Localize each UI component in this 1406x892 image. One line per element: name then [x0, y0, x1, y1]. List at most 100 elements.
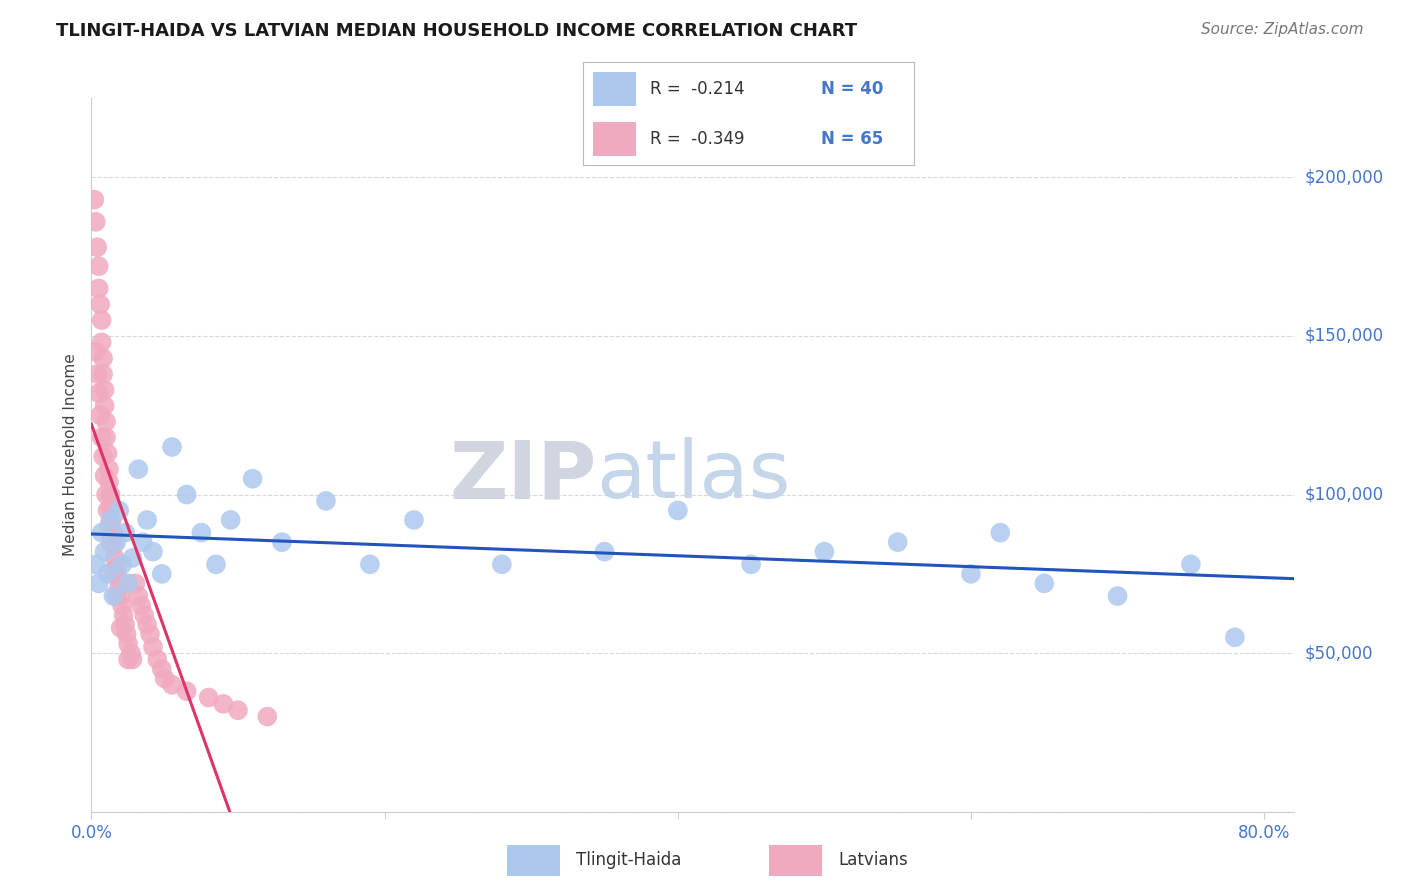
- Point: [160, 440, 183, 454]
- Point: [205, 558, 228, 572]
- Point: [491, 558, 513, 572]
- Point: [127, 589, 149, 603]
- Point: [103, 525, 125, 540]
- Point: [90, 430, 112, 444]
- Bar: [593, 71, 637, 105]
- Point: [131, 535, 153, 549]
- Point: [108, 580, 131, 594]
- Point: [98, 519, 121, 533]
- Text: $150,000: $150,000: [1305, 327, 1384, 345]
- Point: [150, 662, 173, 676]
- Text: Tlingit-Haida: Tlingit-Haida: [576, 851, 682, 870]
- Point: [98, 462, 121, 476]
- Point: [176, 684, 198, 698]
- Point: [94, 415, 117, 429]
- Point: [142, 544, 165, 558]
- Text: R =  -0.349: R = -0.349: [650, 130, 744, 148]
- Point: [117, 652, 139, 666]
- Text: $100,000: $100,000: [1305, 485, 1384, 504]
- Point: [90, 335, 112, 350]
- Point: [93, 468, 115, 483]
- Point: [96, 566, 118, 581]
- Text: ZIP: ZIP: [449, 437, 596, 516]
- Point: [87, 259, 110, 273]
- Point: [160, 678, 183, 692]
- Point: [96, 503, 118, 517]
- Point: [114, 617, 136, 632]
- Bar: [593, 122, 637, 156]
- Point: [110, 589, 132, 603]
- Point: [89, 409, 111, 423]
- Point: [129, 599, 152, 613]
- Point: [93, 383, 115, 397]
- Point: [83, 193, 105, 207]
- Point: [93, 544, 115, 558]
- Point: [117, 576, 139, 591]
- Point: [315, 494, 337, 508]
- Point: [153, 672, 176, 686]
- Point: [226, 703, 249, 717]
- Bar: [506, 845, 560, 876]
- Point: [86, 240, 108, 254]
- Point: [91, 351, 114, 366]
- Text: TLINGIT-HAIDA VS LATVIAN MEDIAN HOUSEHOLD INCOME CORRELATION CHART: TLINGIT-HAIDA VS LATVIAN MEDIAN HOUSEHOL…: [56, 22, 858, 40]
- Point: [87, 281, 110, 295]
- Text: Latvians: Latvians: [838, 851, 908, 870]
- Point: [593, 544, 616, 558]
- Text: N = 65: N = 65: [821, 130, 883, 148]
- Point: [96, 446, 118, 460]
- Point: [1107, 589, 1129, 603]
- Point: [121, 551, 143, 566]
- Point: [256, 709, 278, 723]
- Point: [115, 627, 138, 641]
- Point: [136, 513, 159, 527]
- Point: [359, 558, 381, 572]
- Point: [219, 513, 242, 527]
- Point: [103, 538, 125, 552]
- Point: [104, 551, 127, 566]
- Point: [120, 646, 142, 660]
- Y-axis label: Median Household Income: Median Household Income: [63, 353, 79, 557]
- Text: $200,000: $200,000: [1305, 169, 1384, 186]
- Point: [146, 652, 169, 666]
- Point: [150, 566, 173, 581]
- Point: [84, 558, 107, 572]
- Point: [111, 599, 134, 613]
- Point: [94, 487, 117, 501]
- Point: [108, 503, 131, 517]
- Point: [84, 215, 107, 229]
- Point: [105, 589, 128, 603]
- Text: R =  -0.214: R = -0.214: [650, 79, 744, 97]
- Point: [886, 535, 908, 549]
- Point: [666, 503, 689, 517]
- Point: [139, 627, 162, 641]
- Point: [100, 500, 122, 515]
- Point: [271, 535, 294, 549]
- Point: [134, 608, 156, 623]
- Text: Source: ZipAtlas.com: Source: ZipAtlas.com: [1201, 22, 1364, 37]
- Point: [190, 525, 212, 540]
- Point: [960, 566, 983, 581]
- Point: [93, 399, 115, 413]
- Point: [1033, 576, 1056, 591]
- Point: [89, 297, 111, 311]
- Point: [101, 513, 124, 527]
- Point: [94, 430, 117, 444]
- Point: [136, 617, 159, 632]
- Text: N = 40: N = 40: [821, 79, 884, 97]
- Point: [176, 487, 198, 501]
- Text: $50,000: $50,000: [1305, 644, 1374, 662]
- Point: [197, 690, 219, 705]
- Point: [103, 564, 125, 578]
- Point: [127, 462, 149, 476]
- Point: [91, 450, 114, 464]
- Point: [212, 697, 235, 711]
- Point: [402, 513, 425, 527]
- Point: [142, 640, 165, 654]
- Point: [740, 558, 762, 572]
- Point: [91, 367, 114, 381]
- Point: [105, 535, 128, 549]
- Point: [112, 608, 135, 623]
- Point: [98, 475, 121, 489]
- Point: [1180, 558, 1202, 572]
